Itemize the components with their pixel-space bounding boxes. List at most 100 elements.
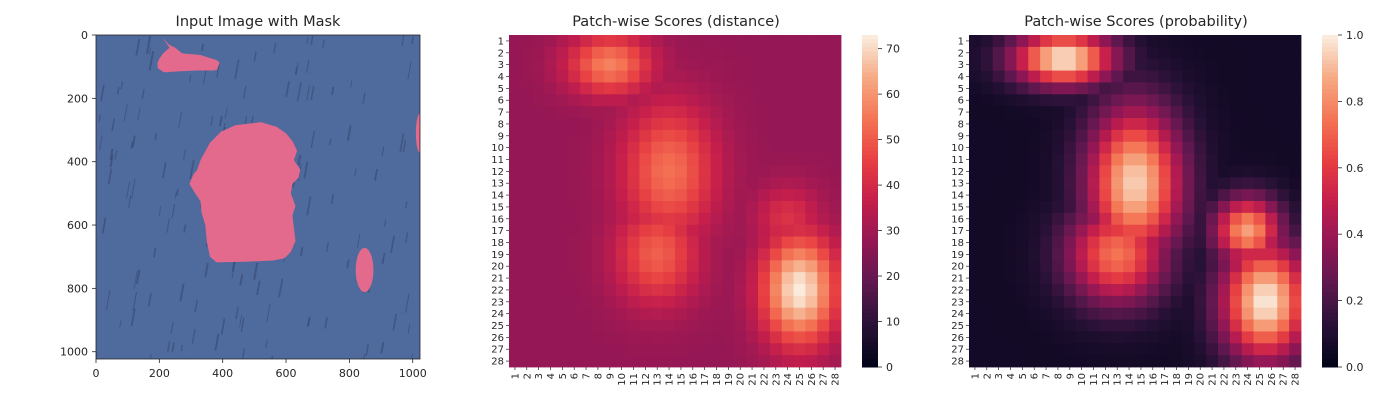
heatmap-cell — [592, 331, 605, 344]
heatmap-cell — [969, 212, 982, 226]
heatmap-cell — [1229, 129, 1243, 143]
colorbar-tick-label: 10 — [886, 316, 900, 329]
heatmap-cell — [1004, 70, 1017, 83]
heatmap-cell — [1158, 201, 1171, 214]
heatmap-cell — [1087, 224, 1100, 237]
heatmap-cell — [1253, 224, 1266, 237]
heatmap-cell — [1146, 165, 1160, 178]
heatmap-cell — [520, 355, 534, 368]
heatmap-cell — [532, 331, 545, 344]
image-streak — [176, 188, 179, 197]
heatmap-cell — [1182, 141, 1195, 154]
heatmap-cell — [1253, 153, 1266, 166]
colorbar-segment — [1322, 88, 1338, 94]
heatmap-cell — [1099, 35, 1112, 48]
heatmap-cell — [829, 331, 842, 344]
heatmap-cell — [710, 189, 723, 202]
heatmap-cell — [769, 272, 783, 285]
heatmap-cell — [675, 248, 688, 261]
heatmap-cell — [817, 70, 830, 83]
heatmap-cell — [698, 331, 711, 344]
heatmap-cell — [698, 106, 711, 119]
heatmap-cell — [805, 165, 818, 178]
col-tick-label: 18 — [1172, 373, 1183, 386]
heatmap-cell — [710, 165, 723, 178]
col-tick-label: 17 — [1160, 373, 1171, 386]
heatmap-cell — [710, 272, 723, 285]
heatmap-cell — [1158, 129, 1171, 143]
col-tick-label: 10 — [617, 373, 628, 386]
heatmap-cell — [1146, 260, 1160, 273]
heatmap-cell — [544, 307, 557, 320]
image-streak — [201, 43, 204, 51]
mask-region — [157, 37, 220, 73]
colorbar-segment — [862, 151, 878, 156]
heatmap-cell — [992, 319, 1005, 332]
heatmap-cell — [1265, 129, 1278, 143]
heatmap-cell — [580, 35, 593, 48]
heatmap-cell — [710, 35, 723, 48]
heatmap-cell — [651, 189, 664, 202]
row-tick-label: 12 — [951, 167, 964, 178]
heatmap-cell — [969, 331, 982, 344]
heatmap-cell — [1004, 165, 1017, 178]
heatmap-cell — [509, 106, 522, 119]
heatmap-cell — [1194, 248, 1207, 261]
heatmap-cell — [1194, 343, 1207, 356]
heatmap-cell — [568, 319, 581, 332]
heatmap-cell — [568, 189, 581, 202]
colorbar-segment — [1322, 55, 1338, 61]
heatmap-cell — [1052, 118, 1065, 131]
colorbar-segment — [1322, 76, 1338, 82]
heatmap-cell — [639, 224, 652, 237]
heatmap-cell — [532, 35, 545, 48]
colorbar-tick-label: 1.0 — [1346, 29, 1364, 42]
heatmap-cell — [758, 295, 771, 309]
heatmap-cell — [663, 165, 676, 178]
row-tick-label: 3 — [958, 60, 964, 71]
image-streak — [303, 161, 309, 179]
heatmap-cell — [734, 189, 747, 202]
heatmap-cell — [1206, 118, 1219, 131]
heatmap-cell — [639, 355, 652, 368]
heatmap-cell — [1182, 272, 1195, 285]
heatmap-cell — [734, 248, 747, 261]
heatmap-cell — [698, 129, 711, 143]
colorbar-segment — [862, 59, 878, 65]
heatmap-cell — [1289, 153, 1302, 166]
heatmap-cell — [969, 58, 982, 71]
heatmap-cell — [1289, 129, 1302, 143]
heatmap-cell — [675, 355, 688, 368]
colorbar-segment — [862, 84, 878, 90]
col-tick-label: 26 — [1267, 373, 1278, 386]
image-streak — [148, 51, 155, 71]
heatmap-cell — [1229, 331, 1243, 344]
heatmap-cell — [675, 295, 688, 309]
heatmap-cell — [580, 46, 593, 60]
colorbar-segment — [1322, 333, 1338, 339]
row-tick-label: 17 — [491, 226, 504, 237]
colorbar-tick-label: 0.0 — [1346, 361, 1364, 374]
heatmap-cell — [1158, 177, 1171, 190]
heatmap-cell — [580, 165, 593, 178]
heatmap-cell — [1194, 58, 1207, 71]
heatmap-cell — [1111, 118, 1124, 131]
heatmap-cell — [1182, 355, 1195, 368]
heatmap-cell — [1028, 295, 1041, 309]
heatmap-cell — [1123, 153, 1136, 166]
heatmap-cell — [734, 355, 747, 368]
heatmap-cell — [615, 224, 628, 237]
heatmap-cell — [1170, 331, 1183, 344]
heatmap-cell — [544, 295, 557, 309]
heatmap-cell — [734, 319, 747, 332]
heatmap-cell — [1063, 189, 1077, 202]
image-streak — [123, 103, 128, 122]
heatmap-cell — [1170, 260, 1183, 273]
heatmap-cell — [1075, 331, 1088, 344]
heatmap-cell — [1063, 355, 1077, 368]
mask-region — [415, 113, 420, 153]
colorbar-segment — [1322, 205, 1338, 210]
heatmap-cell — [532, 153, 545, 166]
heatmap-cell — [710, 153, 723, 166]
heatmap-cell — [1277, 58, 1290, 71]
